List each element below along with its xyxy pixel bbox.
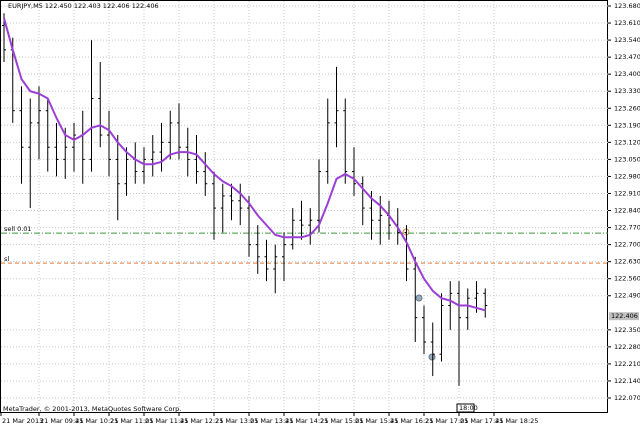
y-tick-label: 123.330 — [614, 87, 640, 95]
x-tick-label: 21 Mar 16:25 — [390, 417, 433, 425]
y-tick-label: 122.840 — [614, 207, 640, 215]
y-tick-label: 123.540 — [614, 36, 640, 44]
moving-average — [3, 17, 486, 312]
x-tick-label: 21 Mar 15:45 — [355, 417, 398, 425]
level-label: sl — [4, 255, 9, 263]
x-tick-label: 21 Mar 17:45 — [460, 417, 503, 425]
x-tick-label: 21 Mar 14:25 — [285, 417, 328, 425]
current-price-box — [609, 312, 639, 321]
y-tick-label: 122.910 — [614, 189, 640, 197]
x-tick-label: 21 Mar 10:25 — [75, 417, 118, 425]
y-tick-label: 122.560 — [614, 275, 640, 283]
x-tick-label: 21 Mar 13:05 — [215, 417, 258, 425]
time-box-label: 18:00 — [459, 404, 478, 412]
x-tick-label: 21 Mar 09:45 — [40, 417, 83, 425]
y-tick-label: 122.140 — [614, 377, 640, 385]
footer: MetaTrader, © 2001-2013, MetaQuotes Soft… — [3, 405, 181, 413]
x-tick-label: 21 Mar 2013 — [2, 417, 43, 425]
y-tick-label: 122.770 — [614, 224, 640, 232]
y-tick-label: 123.610 — [614, 19, 640, 27]
y-tick-label: 123.680 — [614, 2, 640, 10]
y-tick-label: 122.700 — [614, 241, 640, 249]
y-tick-label: 122.280 — [614, 343, 640, 351]
y-tick-label: 123.120 — [614, 138, 640, 146]
order-marker — [428, 353, 436, 361]
y-tick-label: 123.260 — [614, 104, 640, 112]
x-tick-label: 21 Mar 18:25 — [495, 417, 538, 425]
y-tick-label: 123.190 — [614, 121, 640, 129]
y-tick-label: 122.070 — [614, 394, 640, 402]
y-tick-label: 122.350 — [614, 326, 640, 334]
y-tick-label: 123.470 — [614, 53, 640, 61]
x-tick-label: 21 Mar 13:45 — [250, 417, 293, 425]
current-price: 122.406 — [611, 312, 638, 320]
x-tick-label: 21 Mar 12:25 — [180, 417, 223, 425]
time-box — [456, 403, 475, 413]
plot-frame — [0, 0, 608, 413]
y-tick-label: 123.050 — [614, 155, 640, 163]
level-label: sell 0.01 — [4, 225, 32, 233]
layer — [1, 1, 608, 412]
x-tick-label: 21 Mar 11:05 — [110, 417, 153, 425]
y-tick-label: 122.490 — [614, 292, 640, 300]
y-tick-label: 123.400 — [614, 70, 640, 78]
x-tick-label: 21 Mar 17:05 — [425, 417, 468, 425]
y-tick-label: 122.630 — [614, 258, 640, 266]
y-tick-label: 122.980 — [614, 172, 640, 180]
chart-title: EURJPY,M5 122.450 122.403 122.406 122.40… — [8, 2, 159, 10]
x-tick-label: 21 Mar 15:05 — [320, 417, 363, 425]
y-tick-label: 122.210 — [614, 360, 640, 368]
order-marker — [415, 294, 423, 302]
x-tick-label: 21 Mar 11:45 — [145, 417, 188, 425]
